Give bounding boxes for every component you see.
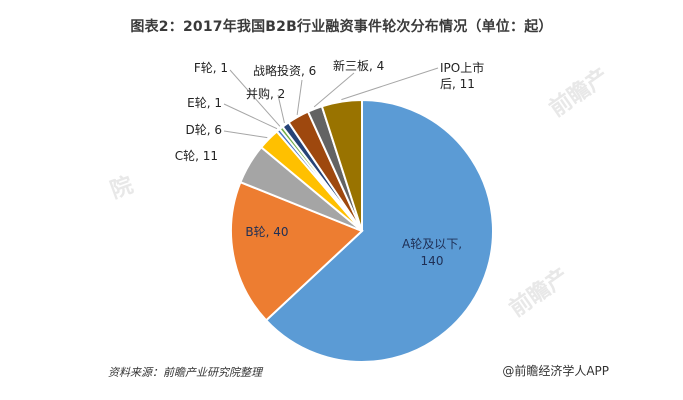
leader-line (341, 67, 439, 101)
pie-slice (230, 180, 364, 322)
slice-label: 新三板, 4 (333, 58, 384, 73)
leader-line (223, 130, 268, 139)
slice-label: D轮, 6 (185, 123, 222, 137)
slice-label: IPO上市后, 11 (440, 60, 484, 91)
slice-label: F轮, 1 (194, 61, 228, 75)
leader-line (277, 94, 285, 124)
pie-slice (264, 98, 494, 363)
brand-credit-text: @前瞻经济学人APP (502, 364, 609, 378)
leader-line (223, 103, 278, 130)
leader-line (229, 69, 281, 127)
slice-label: 战略投资, 6 (253, 63, 316, 78)
slice-label: E轮, 1 (187, 96, 222, 110)
brand-credit: @前瞻经济学人APP (502, 362, 609, 379)
slice-label: A轮及以下, 140 (402, 237, 462, 268)
leader-line (313, 72, 355, 108)
pie-slice (320, 98, 363, 232)
slice-label: B轮, 40 (245, 225, 288, 239)
source-note: 资料来源：前瞻产业研究院整理 (108, 366, 262, 379)
slice-label: C轮, 11 (175, 149, 218, 163)
chart-title: 图表2：2017年我国B2B行业融资事件轮次分布情况（单位：起） (130, 19, 553, 35)
leader-line (296, 79, 303, 115)
slice-label: 并购, 2 (246, 86, 285, 101)
